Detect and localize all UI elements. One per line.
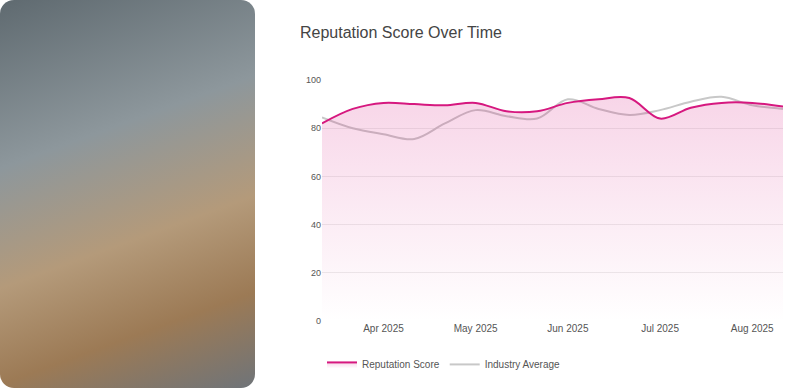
svg-text:60: 60: [311, 172, 321, 182]
svg-text:Aug 2025: Aug 2025: [731, 323, 774, 334]
svg-text:Reputation Score Over Time: Reputation Score Over Time: [300, 24, 502, 41]
svg-text:0: 0: [316, 316, 321, 326]
svg-text:40: 40: [311, 220, 321, 230]
svg-text:Apr 2025: Apr 2025: [363, 323, 404, 334]
svg-text:Industry Average: Industry Average: [485, 359, 560, 370]
svg-text:May 2025: May 2025: [454, 323, 498, 334]
svg-text:100: 100: [306, 75, 321, 85]
svg-text:Jul 2025: Jul 2025: [641, 323, 679, 334]
svg-text:20: 20: [311, 268, 321, 278]
svg-text:80: 80: [311, 123, 321, 133]
svg-text:Jun 2025: Jun 2025: [547, 323, 589, 334]
svg-text:Reputation Score: Reputation Score: [362, 359, 440, 370]
